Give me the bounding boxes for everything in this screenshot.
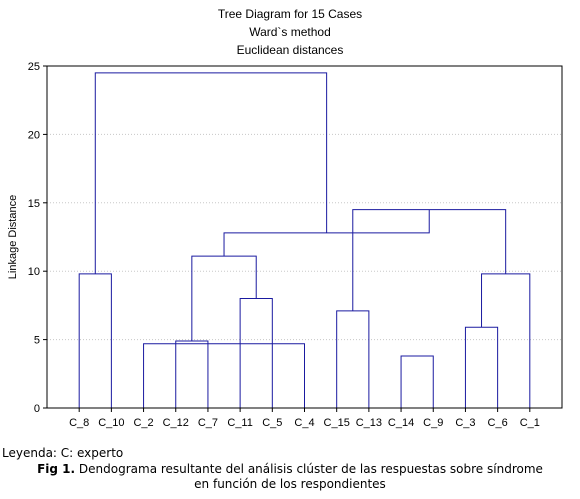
dendrogram-chart: Tree Diagram for 15 Cases Ward`s method … (7, 7, 563, 429)
y-tick-label: 5 (34, 335, 40, 347)
y-tick-label: 15 (28, 198, 40, 210)
leaf-label: C_10 (98, 417, 124, 429)
figure-label: Fig 1. (37, 462, 76, 476)
leaf-label: C_2 (133, 417, 153, 429)
grid-lines (47, 133, 562, 341)
merge-link (481, 273, 531, 408)
y-tick-label: 20 (28, 129, 40, 141)
caption-text: Dendograma resultante del análisis clúst… (75, 462, 543, 476)
merge-link (336, 310, 370, 408)
plot-frame (46, 65, 563, 409)
leaf-label: C_4 (294, 417, 314, 429)
merge-link (94, 72, 328, 274)
caption-text-line2: en función de los respondientes (194, 477, 386, 491)
leaf-label: C_11 (227, 417, 252, 429)
merge-link (239, 298, 273, 408)
merge-link (78, 273, 112, 408)
leaf-labels: C_8 C_10 C_2 C_12 C_7 C_11 C_5 C_4 C_15 C_13 C_14 C… (69, 408, 540, 429)
y-tick-label: 0 (34, 403, 40, 415)
merge-link (175, 340, 209, 408)
y-tick-label: 25 (28, 61, 40, 73)
leaf-label: C_14 (388, 417, 414, 429)
y-tick-label: 10 (28, 266, 40, 278)
merge-link (143, 343, 305, 408)
leaf-label: C_1 (520, 417, 540, 429)
legend-note: Leyenda: C: experto (2, 446, 124, 460)
leaf-label: C_15 (324, 417, 350, 429)
chart-title: Tree Diagram for 15 Cases (218, 7, 362, 21)
leaf-label: C_8 (69, 417, 89, 429)
merge-link (400, 355, 434, 408)
y-axis-label: Linkage Distance (7, 195, 19, 279)
chart-subtitle-method: Ward`s method (249, 25, 331, 39)
chart-subtitle-distance: Euclidean distances (237, 43, 344, 57)
tree-links (78, 72, 531, 408)
figure-caption: Fig 1. Dendograma resultante del análisi… (0, 462, 580, 492)
y-axis-ticks: 0 5 10 15 20 25 (28, 61, 47, 415)
leaf-label: C_9 (423, 417, 443, 429)
leaf-label: C_12 (163, 417, 189, 429)
leaf-label: C_13 (356, 417, 382, 429)
leaf-label: C_7 (198, 417, 218, 429)
leaf-label: C_6 (488, 417, 508, 429)
leaf-label: C_5 (262, 417, 282, 429)
leaf-label: C_3 (455, 417, 475, 429)
